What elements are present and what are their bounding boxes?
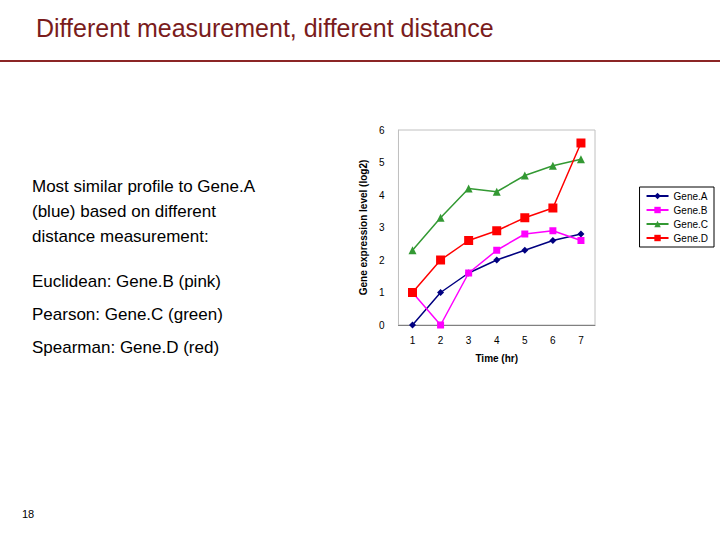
svg-text:Gene expression level (log2): Gene expression level (log2) (358, 160, 369, 296)
svg-text:3: 3 (379, 222, 385, 233)
html-text:18: 18 (22, 508, 35, 520)
html-text:distance measurement:: distance measurement: (32, 227, 209, 246)
html-text:Different measurement, differe: Different measurement, different distanc… (36, 14, 494, 42)
svg-text:4: 4 (379, 190, 385, 201)
svg-text:1: 1 (410, 335, 416, 346)
svg-text:5: 5 (522, 335, 528, 346)
svg-text:3: 3 (466, 335, 472, 346)
svg-text:2: 2 (379, 255, 385, 266)
svg-text:6: 6 (379, 125, 385, 136)
svg-text:4: 4 (494, 335, 500, 346)
html-text:Spearman: Gene.D (red): Spearman: Gene.D (red) (32, 338, 220, 357)
svg-text:Gene.A: Gene.A (674, 191, 708, 202)
svg-text:0: 0 (379, 320, 385, 331)
html-text:Pearson: Gene.C (green): Pearson: Gene.C (green) (32, 305, 223, 324)
svg-text:1: 1 (379, 287, 385, 298)
svg-text:Gene.C: Gene.C (674, 219, 708, 230)
svg-text:Gene.D: Gene.D (674, 233, 708, 244)
html-text:(blue) based on different: (blue) based on different (32, 202, 216, 221)
html-text:Euclidean: Gene.B (pink): Euclidean: Gene.B (pink) (32, 272, 221, 291)
svg-text:7: 7 (578, 335, 584, 346)
svg-text:2: 2 (438, 335, 444, 346)
html-text:Most similar profile to Gene.A: Most similar profile to Gene.A (32, 177, 255, 196)
svg-text:Gene.B: Gene.B (674, 205, 708, 216)
svg-text:Time (hr): Time (hr) (475, 353, 518, 364)
svg-text:5: 5 (379, 157, 385, 168)
svg-text:6: 6 (550, 335, 556, 346)
